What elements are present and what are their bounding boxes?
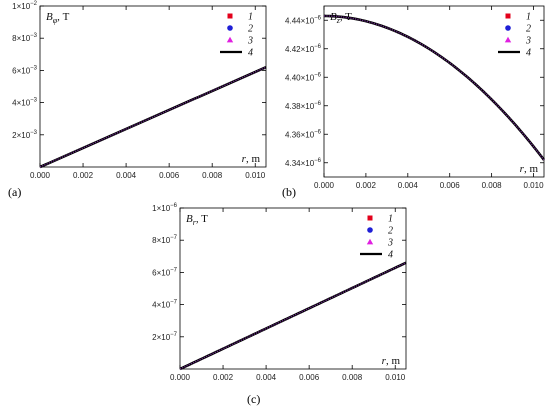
x-tick-label: 0.008 (342, 373, 363, 382)
legend-label-3: 3 (247, 36, 253, 47)
legend-marker-1 (505, 13, 511, 19)
y-tick-label: 4.36×10−6 (285, 129, 322, 139)
y-tick-label: 4.38×10−6 (285, 101, 322, 111)
x-tick-label: 0.004 (398, 181, 419, 190)
plot-frame (323, 5, 545, 178)
legend-label-1: 1 (526, 12, 531, 23)
legend-label-2: 2 (388, 226, 393, 237)
panel-label: (b) (282, 185, 296, 199)
y-tick-label: 4.42×10−6 (285, 44, 322, 54)
plot-frame (39, 5, 267, 168)
x-tick-label: 0.006 (440, 181, 461, 190)
y-tick-label: 8×10−3 (12, 33, 38, 43)
legend-label-4: 4 (526, 48, 531, 59)
x-tick-label: 0.010 (245, 171, 266, 180)
x-axis-title: r, m (520, 163, 539, 175)
legend-marker-3 (504, 36, 512, 43)
y-tick-label: 2×10−7 (152, 332, 178, 342)
legend-marker-3 (366, 238, 374, 245)
x-tick-label: 0.002 (213, 373, 234, 382)
legend-label-1: 1 (388, 214, 393, 225)
legend-label-4: 4 (248, 48, 253, 59)
legend-marker-1 (227, 13, 233, 19)
y-tick-label: 4.44×10−6 (285, 15, 322, 25)
legend-label-3: 3 (387, 238, 393, 249)
x-tick-label: 0.000 (314, 181, 335, 190)
plot-frame (179, 207, 407, 370)
y-tick-label: 6×10−3 (12, 65, 38, 75)
legend-marker-2 (505, 25, 511, 31)
chart-panel-b: 0.000 0.002 0.004 0.006 0.008 0.010 4.34×10−6 4… (285, 5, 546, 190)
y-tick-label: 6×10−7 (152, 267, 178, 277)
y-tick-label: 4.34×10−6 (285, 158, 322, 168)
panel-label: (c) (247, 392, 260, 406)
x-tick-label: 0.000 (30, 171, 51, 180)
x-tick-label: 0.006 (299, 373, 320, 382)
legend-marker-1 (367, 215, 373, 221)
legend-marker-2 (367, 227, 373, 233)
x-tick-label: 0.006 (159, 171, 180, 180)
x-tick-label: 0.004 (256, 373, 277, 382)
x-tick-label: 0.002 (73, 171, 94, 180)
x-tick-label: 0.010 (385, 373, 406, 382)
x-tick-label: 0.008 (482, 181, 503, 190)
y-tick-label: 4×10−7 (152, 300, 178, 310)
y-tick-label: 4.40×10−6 (285, 72, 322, 82)
x-tick-label: 0.000 (170, 373, 191, 382)
series-1-3-markers (323, 15, 545, 161)
panel-label: (a) (8, 185, 21, 199)
legend-label-2: 2 (526, 24, 531, 35)
y-tick-label: 4×10−3 (12, 98, 38, 108)
chart-panel-c: 0.000 0.002 0.004 0.006 0.008 0.010 2×10−7 4×10… (152, 203, 407, 382)
legend-label-4: 4 (388, 250, 393, 261)
legend-marker-2 (227, 25, 233, 31)
x-tick-label: 0.010 (524, 181, 545, 190)
y-axis-title: Br, T (186, 213, 208, 227)
y-tick-label: 1×10−6 (152, 203, 178, 213)
y-tick-label: 8×10−7 (152, 235, 178, 245)
y-tick-label: 1×10−2 (12, 1, 38, 11)
legend-label-3: 3 (525, 36, 531, 47)
x-tick-label: 0.008 (202, 171, 223, 180)
y-axis-title: Bφ, T (46, 11, 70, 25)
x-axis-title: r, m (242, 153, 261, 165)
legend-marker-3 (226, 36, 234, 43)
x-tick-label: 0.004 (116, 171, 137, 180)
legend-label-1: 1 (248, 12, 253, 23)
y-tick-label: 2×10−3 (12, 130, 38, 140)
chart-panel-a: 0.000 0.002 0.004 0.006 0.008 0.010 2×10−3 4×10… (12, 1, 267, 180)
legend-label-2: 2 (248, 24, 253, 35)
series-1-3-markers (179, 262, 407, 370)
x-axis-title: r, m (382, 355, 401, 367)
series-1-3-markers (39, 66, 267, 168)
x-tick-label: 0.002 (356, 181, 377, 190)
